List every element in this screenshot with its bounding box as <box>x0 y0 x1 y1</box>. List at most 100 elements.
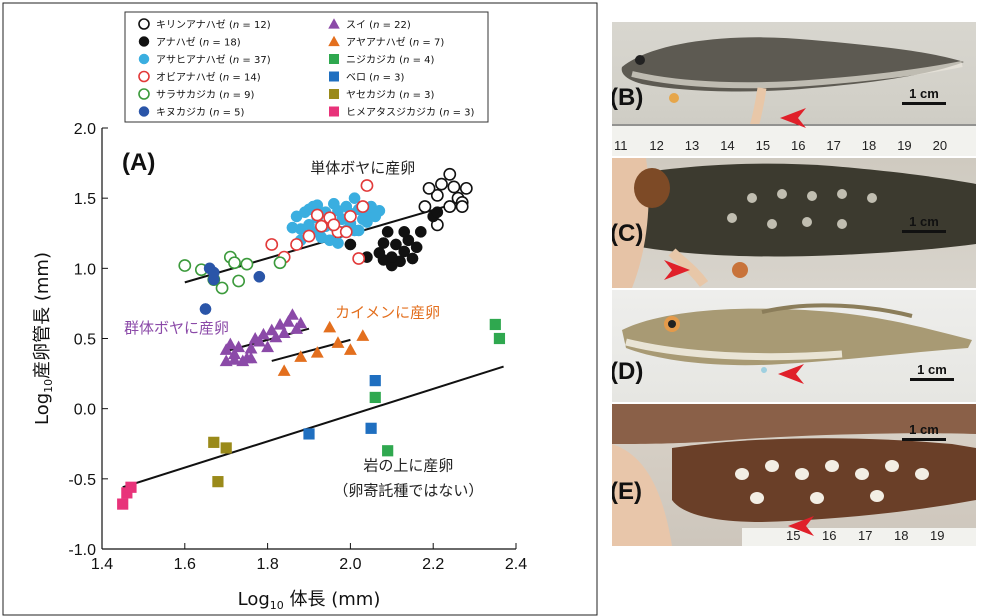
annotation: 単体ボヤに産卵 <box>310 159 415 177</box>
annotation: カイメンに産卵 <box>335 303 440 321</box>
panel-label-a: (A) <box>122 149 155 176</box>
ruler-number: 14 <box>720 138 735 153</box>
data-point <box>332 237 344 249</box>
ruler-e: 15 16 17 18 19 <box>742 528 976 546</box>
legend-entry: キヌカジカ (n = 5) <box>156 107 245 119</box>
x-tick-label: 1.4 <box>91 556 113 573</box>
legend-marker <box>329 54 339 64</box>
legend-entry-name: スイ ( <box>346 20 373 31</box>
data-point <box>220 442 232 454</box>
data-point <box>277 326 291 339</box>
legend-entry-n: n <box>223 73 229 84</box>
legend-marker <box>328 35 340 47</box>
legend-entry-name: ヤセカジカ ( <box>346 89 403 101</box>
data-point <box>369 391 381 404</box>
data-point <box>212 476 224 488</box>
data-point <box>273 256 287 270</box>
data-point <box>447 180 461 194</box>
legend-marker <box>329 89 339 99</box>
data-point <box>361 216 373 228</box>
arrow-d-icon <box>778 364 804 384</box>
legend-marker <box>329 71 339 82</box>
legend-entry-n: n <box>373 73 379 84</box>
legend-marker <box>138 53 150 65</box>
data-point <box>228 256 241 270</box>
data-point <box>232 340 246 353</box>
legend-entry: アナハゼ (n = 18) <box>156 37 241 49</box>
legend-entry: キリンアナハゼ (n = 12) <box>156 19 271 31</box>
legend-entry: ニジカジカ (n = 4) <box>346 54 435 66</box>
data-point <box>286 308 299 320</box>
legend-entry-name: オビアナハゼ ( <box>156 72 223 84</box>
data-point <box>232 274 246 288</box>
legend-entry-count: = 7) <box>419 38 444 49</box>
legend-entry-name: アナハゼ ( <box>156 37 203 49</box>
ruler-number: 18 <box>861 138 877 153</box>
ruler-number: 18 <box>894 528 909 543</box>
legend-entry-count: = 18) <box>209 38 240 49</box>
legend-entry-n: n <box>373 20 379 31</box>
data-point <box>385 251 398 263</box>
annotation: 岩の上に産卵 <box>363 456 453 474</box>
legend-entry-count: = 3) <box>449 108 474 119</box>
data-point <box>265 238 279 251</box>
legend-entry-n: n <box>403 90 409 101</box>
data-point <box>323 320 337 333</box>
data-point <box>228 353 241 365</box>
data-point <box>339 225 353 239</box>
data-point <box>331 336 345 348</box>
photo-panel-c: (C) 1 cm <box>612 158 976 288</box>
scale-bar-c-label: 1 cm <box>909 214 939 229</box>
panel-a-frame <box>2 2 598 616</box>
legend-entry-name: キヌカジカ ( <box>156 107 213 119</box>
data-point <box>240 257 254 271</box>
data-point <box>443 167 457 181</box>
x-tick-label: 2.2 <box>422 556 444 573</box>
ruler-number: 13 <box>684 138 700 153</box>
y-axis-label-main: Log <box>32 393 53 425</box>
annotation: （卵寄託種ではない） <box>333 482 483 500</box>
y-axis-label-rest: 産卵管長 (mm) <box>32 252 53 379</box>
y-tick-label: -0.5 <box>68 472 96 489</box>
data-point <box>244 351 258 364</box>
legend-entry: スイ (n = 22) <box>346 20 411 31</box>
legend-marker <box>138 88 150 100</box>
data-point <box>294 350 308 362</box>
data-point <box>199 303 212 315</box>
scale-bar-b: 1 cm <box>902 86 946 105</box>
legend-entry-count: = 14) <box>229 73 260 84</box>
data-point <box>310 208 324 222</box>
arrow-b-icon <box>780 108 806 128</box>
legend-entry-count: = 37) <box>239 55 270 66</box>
y-axis-label-sub: 10 <box>42 379 55 393</box>
fish-d-illustration <box>622 303 972 373</box>
data-point <box>435 177 448 191</box>
x-axis-label-main: Log <box>238 589 270 610</box>
data-point <box>253 270 266 283</box>
regression-line <box>184 204 451 284</box>
legend-entry-name: アヤアナハゼ ( <box>346 37 413 49</box>
data-point <box>344 238 357 251</box>
legend-entry-count: = 3) <box>379 73 404 84</box>
data-point <box>261 340 275 353</box>
legend-entry: ベロ (n = 3) <box>346 72 405 84</box>
scale-bar-e: 1 cm <box>902 422 946 441</box>
data-point <box>369 375 381 387</box>
scale-bar-d: 1 cm <box>910 362 954 381</box>
x-axis-label: Log10 体長 (mm) <box>238 589 381 612</box>
data-point <box>398 225 411 238</box>
ruler-number: 12 <box>649 138 664 153</box>
data-point <box>398 245 411 258</box>
data-point <box>281 315 295 327</box>
ruler-number: 15 <box>786 528 801 543</box>
data-point <box>455 200 469 213</box>
panel-label-d: (D) <box>612 358 644 385</box>
ruler-b-ticks <box>612 124 976 126</box>
data-point <box>310 346 324 358</box>
x-tick-label: 1.6 <box>174 556 196 573</box>
data-point <box>493 332 506 345</box>
ruler-number: 16 <box>791 138 806 153</box>
data-point <box>377 237 390 249</box>
data-point <box>343 343 357 355</box>
